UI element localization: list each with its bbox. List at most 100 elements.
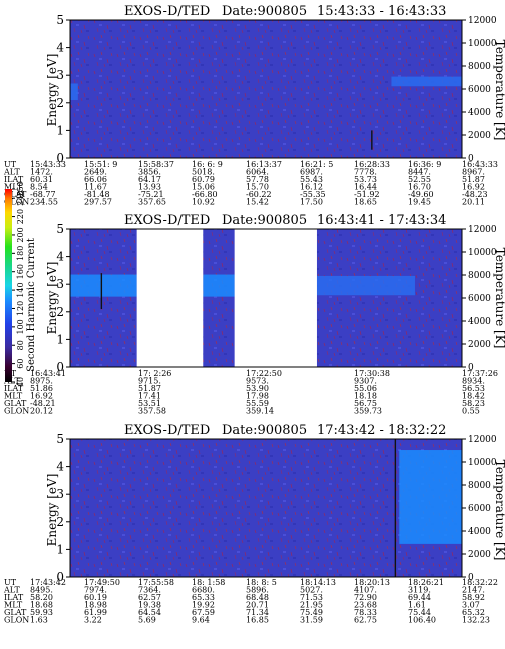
ephemeris-cell: 9715.	[138, 377, 161, 386]
ephemeris-cell: 7778.	[354, 168, 377, 177]
ephemeris-cell: 21.95	[300, 601, 323, 610]
ephemeris-cell: 64.54	[138, 608, 161, 617]
ephemeris-cell: 16:36: 9	[408, 160, 441, 169]
y2-tick-label: 10000	[468, 458, 497, 468]
panel-date: Date:900805	[222, 4, 307, 19]
ephemeris-cell: -68.77	[30, 190, 56, 199]
ephemeris-cell: 78.33	[354, 608, 377, 617]
colorbar-tick-label: 200	[16, 227, 25, 242]
emission-band	[316, 275, 415, 296]
y2-tick-label: 0	[468, 363, 474, 373]
y-tick-label: 3	[56, 487, 64, 501]
ephemeris-cell: 5027.	[300, 586, 323, 595]
ephemeris-cell: 16:21: 5	[300, 160, 333, 169]
ephemeris-cell: 53.73	[354, 175, 377, 184]
y-tick-label: 2	[56, 305, 64, 319]
ephemeris-cell: 8495.	[30, 586, 53, 595]
ephemeris-cell: 359.14	[246, 407, 274, 416]
ephemeris-cell: -81.48	[84, 190, 110, 199]
ephemeris-cell: 58.20	[30, 593, 53, 602]
y2-tick-label: 6000	[468, 85, 491, 95]
y2-tick-label: 4000	[468, 527, 491, 537]
ephemeris-cell: 16:43:33	[462, 160, 498, 169]
ephemeris-cell: 17.50	[300, 198, 323, 207]
ephemeris-cell: 58.92	[462, 593, 485, 602]
ephemeris-cell: 59.93	[30, 608, 53, 617]
ephemeris-cell: 3.22	[84, 616, 102, 625]
ephemeris-cell: 53.90	[246, 384, 269, 393]
ephemeris-cell: 67.59	[192, 608, 215, 617]
ephemeris-cell: 3.07	[462, 601, 480, 610]
ephemeris-cell: 132.23	[462, 616, 490, 625]
ephemeris-cell: 17:55:58	[138, 578, 174, 587]
ephemeris-cell: 18: 1:58	[192, 578, 225, 587]
panel-3: EXOS-D/TED Date:900805 17:43:42 - 18:32:…	[3, 423, 505, 625]
panel-time-range: 15:43:33 - 16:43:33	[317, 4, 446, 19]
ephemeris-cell: 17:49:50	[84, 578, 120, 587]
ephemeris-row-label: ALT	[3, 168, 20, 177]
ephemeris-cell: 18:26:21	[408, 578, 444, 587]
ephemeris-cell: 297.57	[84, 198, 112, 207]
ephemeris-cell: 56.75	[354, 399, 377, 408]
plot-area: 0 1 2 3 4 5 0 2000 4000 6000 8000 10000 12000	[56, 13, 497, 165]
y2-tick-label: 10000	[468, 248, 497, 258]
ephemeris-cell: 8975.	[30, 377, 53, 386]
ephemeris-cell: 3856.	[138, 168, 161, 177]
colorbar-label: Second Harmonic Current	[26, 238, 37, 372]
colorbar-tick-label: 140	[16, 282, 25, 297]
ephemeris-cell: 19.38	[138, 601, 161, 610]
colorbar-tick-label: 100	[16, 319, 25, 334]
ephemeris-cell: 16: 6: 9	[192, 160, 223, 169]
ephemeris-cell: 15:58:37	[138, 160, 174, 169]
y2-tick-label: 8000	[468, 481, 491, 491]
colorbar-tick-label: 120	[16, 301, 25, 316]
y-tick-label: 1	[56, 332, 64, 346]
data-gap	[136, 229, 204, 367]
ephemeris-cell: 8934.	[462, 377, 485, 386]
ephemeris-row-label: UT	[4, 160, 17, 169]
ephemeris-cell: 16.12	[300, 183, 323, 192]
ephemeris-row-label: GLON	[4, 198, 29, 207]
data-gap	[234, 229, 317, 367]
ephemeris-cell: 75.44	[408, 608, 431, 617]
ephemeris-cell: 106.40	[408, 616, 436, 625]
ephemeris-cell: 19.92	[192, 601, 215, 610]
ephemeris-cell: 13.93	[138, 183, 161, 192]
ephemeris-cell: 56.53	[462, 384, 485, 393]
ephemeris-cell: 71.34	[246, 608, 269, 617]
y-tick-label: 4	[56, 460, 64, 474]
ephemeris-cell: 52.55	[408, 175, 431, 184]
y2-tick-label: 4000	[468, 317, 491, 327]
ephemeris-cell: 51.87	[462, 175, 485, 184]
ephemeris-cell: 23.68	[354, 601, 377, 610]
y2-tick-label: 6000	[468, 504, 491, 514]
ephemeris-cell: 5018.	[192, 168, 215, 177]
ephemeris-cell: 357.58	[138, 407, 166, 416]
y-tick-label: 0	[56, 570, 64, 584]
ephemeris-row-label: GLAT	[4, 608, 27, 617]
ephemeris-cell: 16.92	[30, 392, 53, 401]
y-tick-label: 4	[56, 250, 64, 264]
ephemeris-cell: 20.11	[462, 198, 485, 207]
ephemeris-cell: 5.69	[138, 616, 156, 625]
ephemeris-cell: 8.54	[30, 183, 48, 192]
y2-tick-label: 4000	[468, 108, 491, 118]
y2-tick-label: 12000	[468, 16, 497, 26]
ephemeris-cell: 18:20:13	[354, 578, 390, 587]
ephemeris-cell: 1.63	[30, 616, 48, 625]
ephemeris-cell: 20.71	[246, 601, 269, 610]
panel-time-range: 16:43:41 - 17:43:34	[317, 213, 446, 228]
ephemeris-cell: 61.99	[84, 608, 107, 617]
ephemeris-cell: 16.92	[462, 183, 485, 192]
spectrogram	[70, 20, 462, 158]
ephemeris-cell: 64.17	[138, 175, 161, 184]
ephemeris-cell: 17:37:26	[462, 369, 498, 378]
y2-tick-label: 6000	[468, 294, 491, 304]
ephemeris-cell: 66.06	[84, 175, 107, 184]
panel-date: Date:900805	[222, 213, 307, 228]
ephemeris-cell: -55.35	[300, 190, 326, 199]
ephemeris-cell: 2147.	[462, 586, 485, 595]
ephemeris-row-label: ILAT	[4, 593, 24, 602]
ephemeris-cell: 60.19	[84, 593, 107, 602]
